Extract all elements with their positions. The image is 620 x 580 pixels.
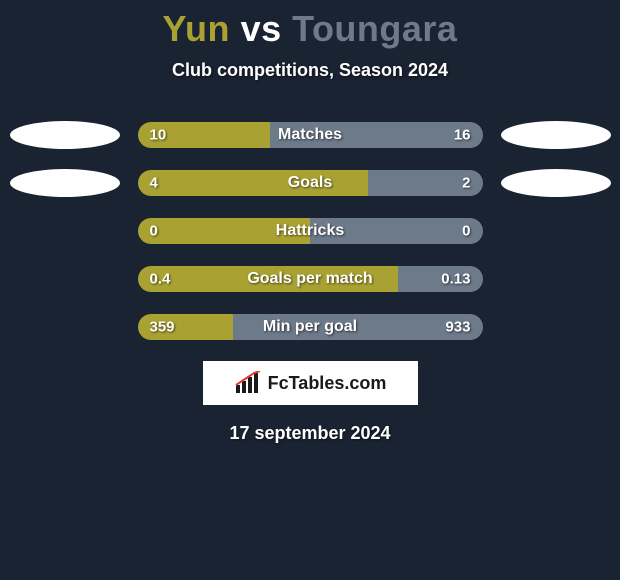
stat-label: Goals per match (247, 270, 372, 288)
stat-row: 0.4 0.13 Goals per match (0, 265, 620, 293)
title-player1: Yun (163, 8, 231, 49)
stat-bar: 10 16 Matches (138, 122, 483, 148)
stat-value-right: 2 (462, 175, 470, 192)
spacer (501, 265, 611, 293)
spacer (10, 265, 120, 293)
stat-bar: 359 933 Min per goal (138, 314, 483, 340)
title-player2: Toungara (292, 8, 457, 49)
title-vs: vs (241, 8, 282, 49)
bar-left-fill (138, 170, 368, 196)
stat-value-right: 0 (462, 223, 470, 240)
page-title: Yun vs Toungara (0, 8, 620, 50)
stat-bar: 0 0 Hattricks (138, 218, 483, 244)
spacer (10, 313, 120, 341)
player2-marker (501, 121, 611, 149)
stat-value-right: 933 (445, 319, 470, 336)
subtitle: Club competitions, Season 2024 (0, 60, 620, 81)
footer-brand-text: FcTables.com (268, 373, 387, 394)
bar-chart-icon (234, 371, 264, 395)
player2-marker (501, 169, 611, 197)
stat-row: 10 16 Matches (0, 121, 620, 149)
stat-label: Goals (288, 174, 332, 192)
stat-value-left: 10 (150, 127, 167, 144)
stat-row: 0 0 Hattricks (0, 217, 620, 245)
stat-value-left: 359 (150, 319, 175, 336)
stat-bar: 0.4 0.13 Goals per match (138, 266, 483, 292)
stat-value-left: 0.4 (150, 271, 171, 288)
footer-brand-box: FcTables.com (203, 361, 418, 405)
stat-value-right: 16 (454, 127, 471, 144)
stat-value-left: 4 (150, 175, 158, 192)
stats-area: 10 16 Matches 4 2 Goals 0 0 Hattricks 0.4 0.13 Goal… (0, 121, 620, 341)
stat-value-right: 0.13 (441, 271, 470, 288)
player1-marker (10, 121, 120, 149)
footer-logo: FcTables.com (234, 371, 387, 395)
stat-row: 359 933 Min per goal (0, 313, 620, 341)
spacer (501, 313, 611, 341)
spacer (10, 217, 120, 245)
stat-row: 4 2 Goals (0, 169, 620, 197)
stat-label: Min per goal (263, 318, 357, 336)
stat-label: Matches (278, 126, 342, 144)
spacer (501, 217, 611, 245)
stat-bar: 4 2 Goals (138, 170, 483, 196)
stat-value-left: 0 (150, 223, 158, 240)
date-text: 17 september 2024 (0, 423, 620, 444)
stat-label: Hattricks (276, 222, 344, 240)
player1-marker (10, 169, 120, 197)
